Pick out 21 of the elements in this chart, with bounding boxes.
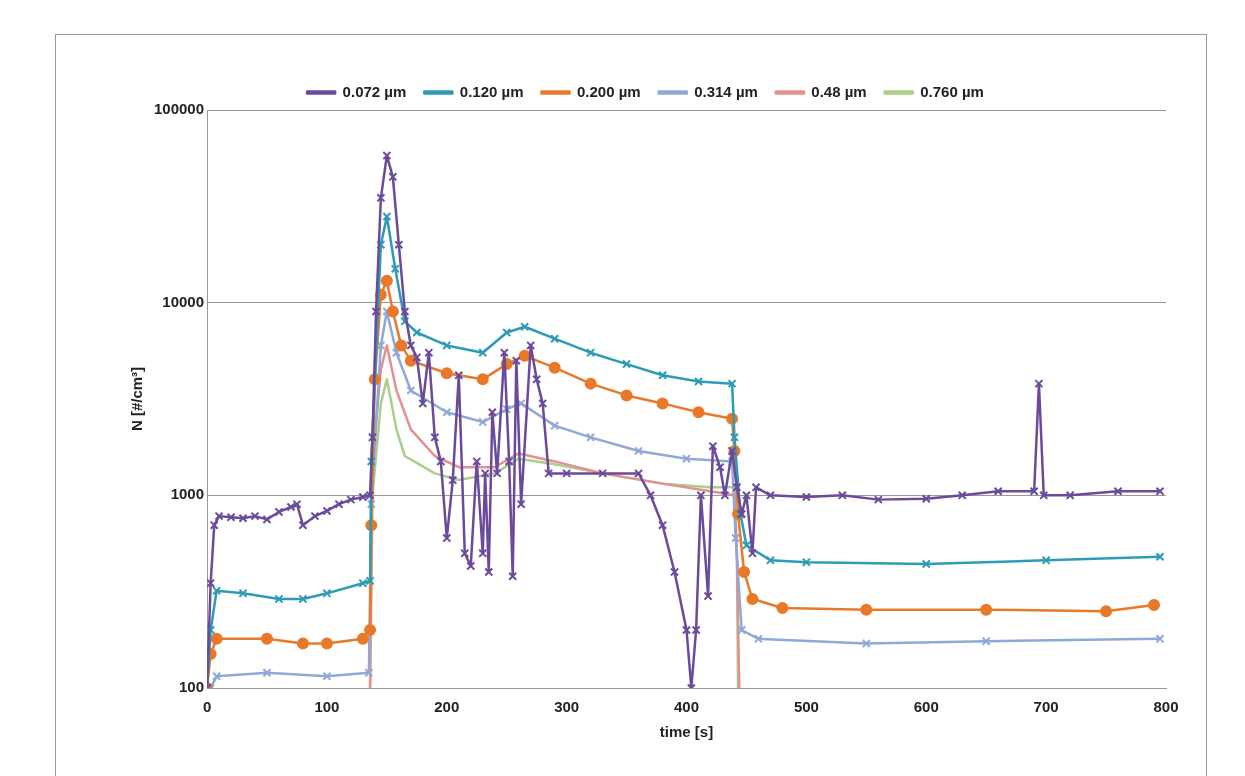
- legend-label: 0.314 µm: [694, 82, 758, 100]
- x-tick-label: 600: [913, 698, 939, 716]
- y-tick-label: 100: [179, 678, 205, 696]
- x-tick-label: 500: [793, 698, 819, 716]
- x-axis-title: time [s]: [659, 723, 714, 741]
- legend-label: 0.072 µm: [342, 82, 407, 100]
- y-tick-label: 100000: [153, 100, 205, 118]
- x-tick-label: 100: [314, 698, 340, 716]
- x-tick-label: 400: [674, 698, 700, 716]
- x-tick-label: 800: [1153, 698, 1179, 716]
- x-tick-label: 700: [1033, 698, 1059, 716]
- legend-label: 0.200 µm: [576, 82, 641, 100]
- legend-label: 0.120 µm: [459, 82, 524, 100]
- y-axis-title: N [#/cm³]: [128, 366, 146, 432]
- x-tick-label: 0: [202, 698, 212, 716]
- y-tick-label: 10000: [162, 292, 205, 310]
- y-tick-label: 1000: [170, 485, 205, 503]
- legend-label: 0.48 µm: [811, 82, 867, 100]
- x-tick-label: 200: [434, 698, 460, 716]
- x-tick-label: 300: [554, 698, 580, 716]
- legend-label: 0.760 µm: [920, 82, 984, 100]
